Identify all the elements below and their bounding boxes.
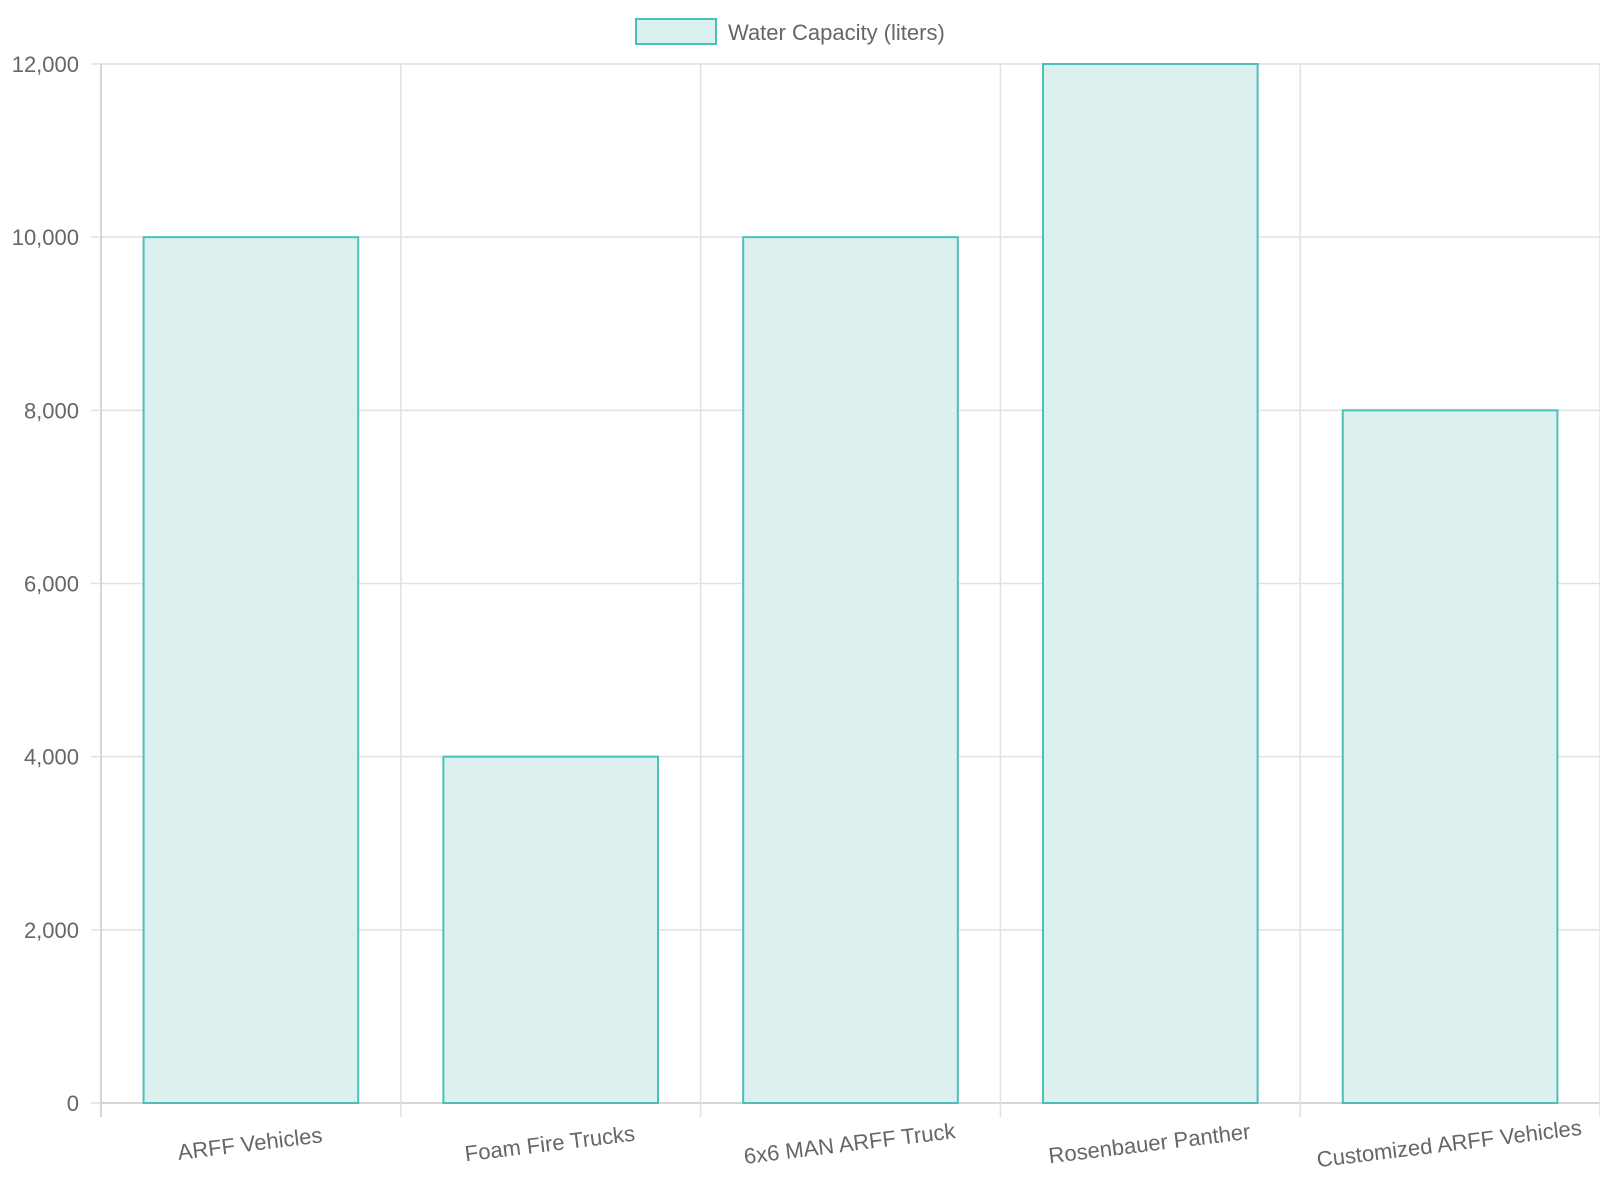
- bar-foam-fire-trucks[interactable]: [442, 755, 660, 1105]
- y-tick-label: 10,000: [12, 225, 79, 250]
- legend[interactable]: Water Capacity (liters): [635, 18, 945, 45]
- x-tick-label: Rosenbauer Panther: [1047, 1119, 1252, 1169]
- legend-swatch[interactable]: [635, 18, 717, 45]
- bar-6x6-man-arff-truck[interactable]: [742, 236, 959, 1104]
- x-tick-label: ARFF Vehicles: [176, 1122, 323, 1165]
- bar-customized-arff-vehicles[interactable]: [1341, 409, 1559, 1105]
- y-tick-label: 0: [67, 1091, 79, 1116]
- y-tick-label: 8,000: [24, 398, 79, 423]
- legend-label[interactable]: Water Capacity (liters): [728, 20, 945, 45]
- bars-layer: [142, 63, 1559, 1105]
- y-tick-label: 6,000: [24, 572, 79, 597]
- x-tick-label: Customized ARFF Vehicles: [1315, 1115, 1583, 1172]
- x-tick-label: 6x6 MAN ARFF Truck: [742, 1118, 957, 1169]
- bar-arff-vehicles[interactable]: [142, 236, 360, 1104]
- y-tick-label: 2,000: [24, 918, 79, 943]
- y-tick-label: 4,000: [24, 745, 79, 770]
- bar-rosenbauer-panther[interactable]: [1041, 63, 1259, 1104]
- x-tick-label: Foam Fire Trucks: [463, 1121, 636, 1167]
- y-tick-label: 12,000: [12, 52, 79, 77]
